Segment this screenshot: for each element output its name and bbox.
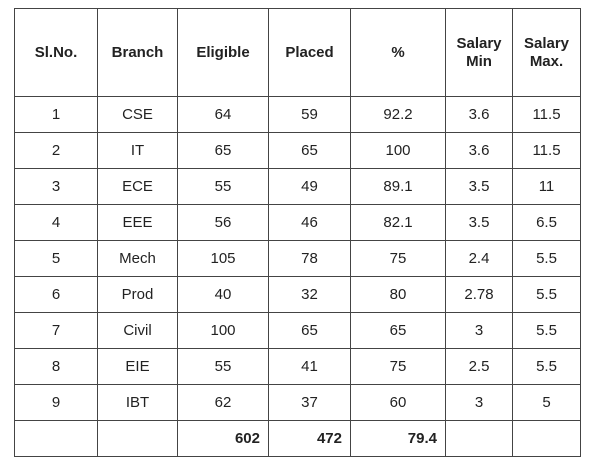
total-eligible: 602 — [177, 420, 269, 457]
cell-branch: ECE — [97, 168, 178, 205]
table-row: 5 Mech 105 78 75 2.4 5.5 — [14, 240, 581, 277]
total-placed: 472 — [268, 420, 351, 457]
table-row: 7 Civil 100 65 65 3 5.5 — [14, 312, 581, 349]
cell-salary-min: 2.4 — [445, 240, 513, 277]
cell-salary-max: 5.5 — [512, 348, 581, 385]
cell-sl-no: 9 — [14, 384, 98, 421]
cell-percent: 60 — [350, 384, 446, 421]
table-row: 6 Prod 40 32 80 2.78 5.5 — [14, 276, 581, 313]
header-salary-min: Salary Min — [445, 8, 513, 97]
cell-branch: EIE — [97, 348, 178, 385]
cell-sl-no: 2 — [14, 132, 98, 169]
cell-placed: 65 — [268, 312, 351, 349]
cell-salary-max: 5.5 — [512, 312, 581, 349]
cell-salary-min: 2.5 — [445, 348, 513, 385]
placement-table: Sl.No. Branch Eligible Placed % Salary M… — [14, 8, 581, 457]
header-salary-max: Salary Max. — [512, 8, 581, 97]
cell-branch: EEE — [97, 204, 178, 241]
table-body: 1 CSE 64 59 92.2 3.6 11.5 2 IT 65 65 100 3.6 11.5 3 ECE… — [14, 96, 581, 421]
header-sl-no: Sl.No. — [14, 8, 98, 97]
cell-percent: 89.1 — [350, 168, 446, 205]
cell-salary-max: 11.5 — [512, 132, 581, 169]
table-row: 9 IBT 62 37 60 3 5 — [14, 384, 581, 421]
cell-sl-no: 7 — [14, 312, 98, 349]
cell-placed: 32 — [268, 276, 351, 313]
cell-branch: IT — [97, 132, 178, 169]
cell-eligible: 64 — [177, 96, 269, 133]
cell-salary-max: 5 — [512, 384, 581, 421]
cell-salary-min: 3 — [445, 384, 513, 421]
cell-percent: 75 — [350, 240, 446, 277]
totals-salary-max-cell — [512, 420, 581, 457]
totals-salary-min-cell — [445, 420, 513, 457]
cell-placed: 49 — [268, 168, 351, 205]
totals-branch-cell — [97, 420, 178, 457]
cell-salary-min: 3.5 — [445, 204, 513, 241]
cell-salary-max: 11.5 — [512, 96, 581, 133]
cell-placed: 59 — [268, 96, 351, 133]
cell-salary-max: 11 — [512, 168, 581, 205]
cell-branch: CSE — [97, 96, 178, 133]
header-eligible: Eligible — [177, 8, 269, 97]
cell-eligible: 40 — [177, 276, 269, 313]
totals-row: 602 472 79.4 — [14, 420, 581, 457]
cell-eligible: 62 — [177, 384, 269, 421]
cell-placed: 78 — [268, 240, 351, 277]
header-row: Sl.No. Branch Eligible Placed % Salary M… — [14, 8, 581, 97]
header-percent: % — [350, 8, 446, 97]
cell-sl-no: 1 — [14, 96, 98, 133]
cell-sl-no: 5 — [14, 240, 98, 277]
cell-eligible: 56 — [177, 204, 269, 241]
table-row: 2 IT 65 65 100 3.6 11.5 — [14, 132, 581, 169]
cell-branch: Mech — [97, 240, 178, 277]
table-row: 3 ECE 55 49 89.1 3.5 11 — [14, 168, 581, 205]
table-row: 4 EEE 56 46 82.1 3.5 6.5 — [14, 204, 581, 241]
cell-branch: Prod — [97, 276, 178, 313]
cell-branch: Civil — [97, 312, 178, 349]
cell-salary-max: 5.5 — [512, 240, 581, 277]
cell-sl-no: 3 — [14, 168, 98, 205]
cell-sl-no: 8 — [14, 348, 98, 385]
cell-salary-min: 3 — [445, 312, 513, 349]
cell-percent: 100 — [350, 132, 446, 169]
cell-placed: 65 — [268, 132, 351, 169]
cell-sl-no: 6 — [14, 276, 98, 313]
cell-percent: 92.2 — [350, 96, 446, 133]
cell-branch: IBT — [97, 384, 178, 421]
table-row: 8 EIE 55 41 75 2.5 5.5 — [14, 348, 581, 385]
cell-placed: 41 — [268, 348, 351, 385]
cell-salary-max: 6.5 — [512, 204, 581, 241]
cell-eligible: 55 — [177, 168, 269, 205]
cell-percent: 80 — [350, 276, 446, 313]
cell-salary-min: 3.5 — [445, 168, 513, 205]
total-percent: 79.4 — [350, 420, 446, 457]
table-row: 1 CSE 64 59 92.2 3.6 11.5 — [14, 96, 581, 133]
cell-percent: 75 — [350, 348, 446, 385]
cell-percent: 82.1 — [350, 204, 446, 241]
totals-sl-no-cell — [14, 420, 98, 457]
cell-percent: 65 — [350, 312, 446, 349]
cell-salary-max: 5.5 — [512, 276, 581, 313]
cell-placed: 46 — [268, 204, 351, 241]
cell-eligible: 55 — [177, 348, 269, 385]
cell-salary-min: 3.6 — [445, 96, 513, 133]
cell-eligible: 100 — [177, 312, 269, 349]
cell-eligible: 105 — [177, 240, 269, 277]
cell-eligible: 65 — [177, 132, 269, 169]
cell-placed: 37 — [268, 384, 351, 421]
cell-salary-min: 2.78 — [445, 276, 513, 313]
cell-salary-min: 3.6 — [445, 132, 513, 169]
cell-sl-no: 4 — [14, 204, 98, 241]
header-branch: Branch — [97, 8, 178, 97]
header-placed: Placed — [268, 8, 351, 97]
